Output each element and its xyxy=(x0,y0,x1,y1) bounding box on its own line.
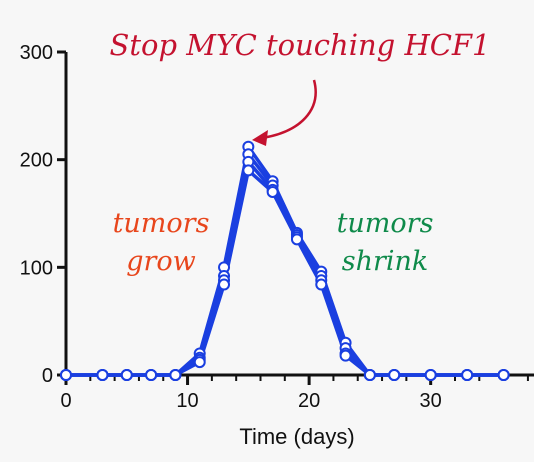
data-point xyxy=(218,278,231,291)
x-axis-title: Time (days) xyxy=(239,424,354,449)
annotation-layer: Stop MYC touching HCF1 tumors grow tumor… xyxy=(110,28,491,277)
series-layer xyxy=(60,140,510,381)
y-ticks: 0 100 200 300 xyxy=(20,42,66,387)
tumors-grow-annotation-line2: grow xyxy=(126,246,196,277)
data-point xyxy=(60,369,72,381)
y-tick-label: 300 xyxy=(20,42,53,64)
data-point xyxy=(169,369,182,381)
x-ticks: 0 10 20 30 xyxy=(60,375,529,412)
x-tick-label: 30 xyxy=(420,390,442,412)
data-point xyxy=(339,349,352,362)
data-point xyxy=(497,369,510,381)
data-point xyxy=(290,233,303,246)
data-point xyxy=(424,369,437,381)
data-point xyxy=(242,164,255,177)
data-point xyxy=(315,278,328,291)
headline-arrowhead xyxy=(252,130,268,146)
data-point xyxy=(388,369,401,381)
data-point xyxy=(363,369,376,381)
axes: 0 100 200 300 0 10 20 30 xyxy=(20,42,534,412)
y-tick-label: 0 xyxy=(42,365,53,387)
y-tick-label: 200 xyxy=(20,150,53,172)
x-tick-label: 20 xyxy=(298,390,320,412)
data-point xyxy=(96,369,109,381)
y-tick-label: 100 xyxy=(20,257,53,279)
data-point xyxy=(266,185,279,198)
data-point xyxy=(461,369,474,381)
tumors-shrink-annotation-line1: tumors xyxy=(337,208,434,239)
data-point xyxy=(120,369,133,381)
tumors-shrink-annotation-line2: shrink xyxy=(342,246,429,277)
x-tick-label: 10 xyxy=(176,390,198,412)
data-point xyxy=(145,369,158,381)
tumors-grow-annotation-line1: tumors xyxy=(113,208,210,239)
data-point xyxy=(193,356,206,369)
headline-annotation: Stop MYC touching HCF1 xyxy=(110,28,491,62)
headline-arrow xyxy=(261,79,317,140)
x-tick-label: 0 xyxy=(60,390,71,412)
